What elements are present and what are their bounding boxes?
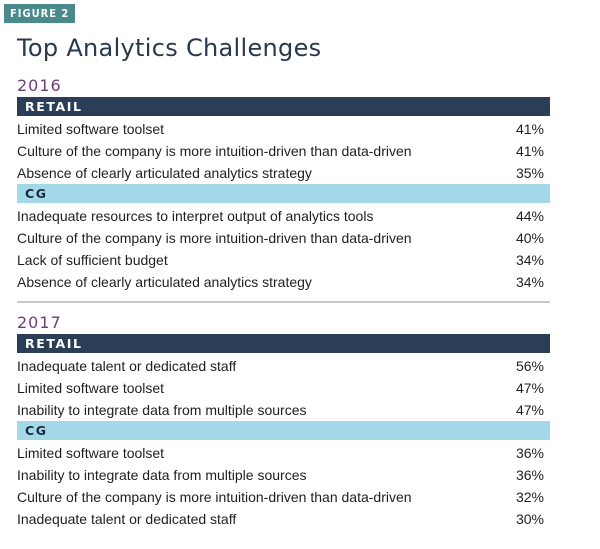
row-value: 32% [515, 489, 544, 505]
group-band-retail: RETAIL [17, 334, 550, 353]
row-label: Inability to integrate data from multipl… [17, 402, 307, 418]
table-row: Inadequate resources to interpret output… [17, 205, 544, 227]
figure-label: FIGURE 2 [4, 4, 76, 23]
table-row: Culture of the company is more intuition… [17, 486, 544, 508]
table-row: Absence of clearly articulated analytics… [17, 271, 544, 293]
row-label: Culture of the company is more intuition… [17, 143, 412, 159]
table-row: Lack of sufficient budget 34% [17, 249, 544, 271]
row-value: 36% [515, 467, 544, 483]
row-value: 41% [515, 143, 544, 159]
row-value: 36% [515, 445, 544, 461]
row-value: 47% [515, 402, 544, 418]
table-row: Limited software toolset 47% [17, 377, 544, 399]
row-value: 34% [515, 274, 544, 290]
table-row: Inadequate talent or dedicated staff 56% [17, 355, 544, 377]
row-label: Inadequate talent or dedicated staff [17, 358, 237, 374]
row-label: Absence of clearly articulated analytics… [17, 274, 312, 290]
group-band-cg: CG [17, 184, 550, 203]
row-value: 44% [515, 208, 544, 224]
row-value: 35% [515, 165, 544, 181]
table-row: Limited software toolset 41% [17, 118, 544, 140]
row-label: Inadequate talent or dedicated staff [17, 511, 237, 527]
group-band-retail: RETAIL [17, 97, 550, 116]
row-label: Limited software toolset [17, 121, 165, 137]
row-label: Absence of clearly articulated analytics… [17, 165, 312, 181]
table-row: Inability to integrate data from multipl… [17, 399, 544, 421]
table-row: Limited software toolset 36% [17, 442, 544, 464]
row-label: Limited software toolset [17, 445, 165, 461]
table-row: Culture of the company is more intuition… [17, 140, 544, 162]
row-value: 47% [515, 380, 544, 396]
year-heading: 2016 [17, 76, 62, 95]
row-value: 56% [515, 358, 544, 374]
chart-title: Top Analytics Challenges [17, 34, 322, 62]
row-label: Inadequate resources to interpret output… [17, 208, 374, 224]
year-heading: 2017 [17, 313, 62, 332]
table-row: Culture of the company is more intuition… [17, 227, 544, 249]
row-value: 30% [515, 511, 544, 527]
row-value: 40% [515, 230, 544, 246]
row-label: Culture of the company is more intuition… [17, 230, 412, 246]
table-row: Absence of clearly articulated analytics… [17, 162, 544, 184]
group-band-cg: CG [17, 421, 550, 440]
row-label: Lack of sufficient budget [17, 252, 168, 268]
table-row: Inability to integrate data from multipl… [17, 464, 544, 486]
section-divider [17, 301, 550, 303]
row-label: Culture of the company is more intuition… [17, 489, 412, 505]
row-label: Inability to integrate data from multipl… [17, 467, 307, 483]
row-value: 41% [515, 121, 544, 137]
table-row: Inadequate talent or dedicated staff 30% [17, 508, 544, 530]
row-label: Limited software toolset [17, 380, 165, 396]
row-value: 34% [515, 252, 544, 268]
